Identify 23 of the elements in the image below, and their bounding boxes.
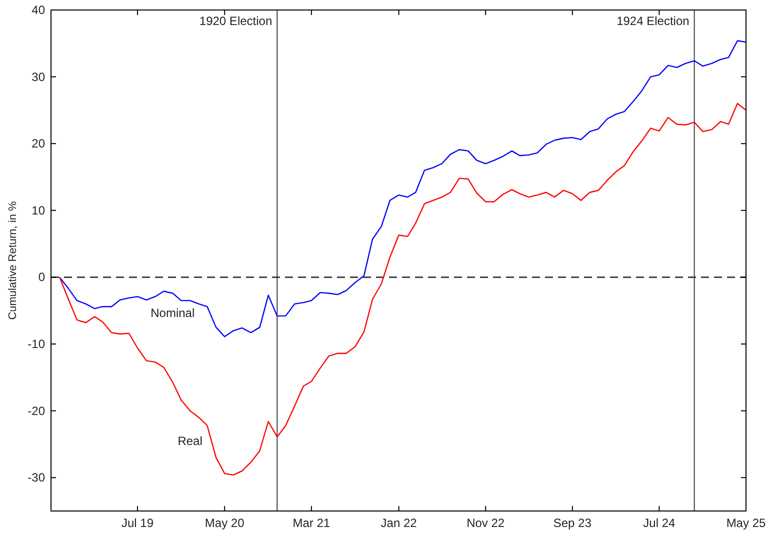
y-tick-label: -10: [28, 337, 46, 351]
ref-line-label: 1924 Election: [616, 14, 690, 28]
x-tick-label: Sep 23: [553, 516, 592, 530]
y-tick-label: -30: [28, 470, 46, 485]
line-series: [58, 40, 747, 338]
series-label: Nominal: [150, 306, 195, 320]
y-tick-label: 40: [32, 3, 46, 17]
x-tick-label: May 25: [726, 516, 766, 530]
y-tick-label: -20: [28, 404, 46, 418]
y-axis-title: Cumulative Return, in %: [7, 200, 19, 320]
y-tick-label: 20: [32, 136, 46, 151]
x-tick-label: Mar 21: [292, 516, 330, 530]
x-tick-label: Jul 19: [122, 516, 154, 530]
x-tick-label: Jan 22: [380, 516, 418, 530]
x-tick-label: Nov 22: [466, 516, 505, 530]
line-series: [58, 102, 747, 476]
x-tick-label: May 20: [204, 516, 245, 530]
y-tick-label: 10: [32, 203, 46, 218]
y-tick-label: 30: [32, 70, 46, 84]
x-tick-label: Jul 24: [643, 516, 676, 530]
ref-line-label: 1920 Election: [199, 14, 272, 28]
series-label: Real: [178, 434, 202, 448]
y-tick-label: 0: [38, 270, 46, 284]
